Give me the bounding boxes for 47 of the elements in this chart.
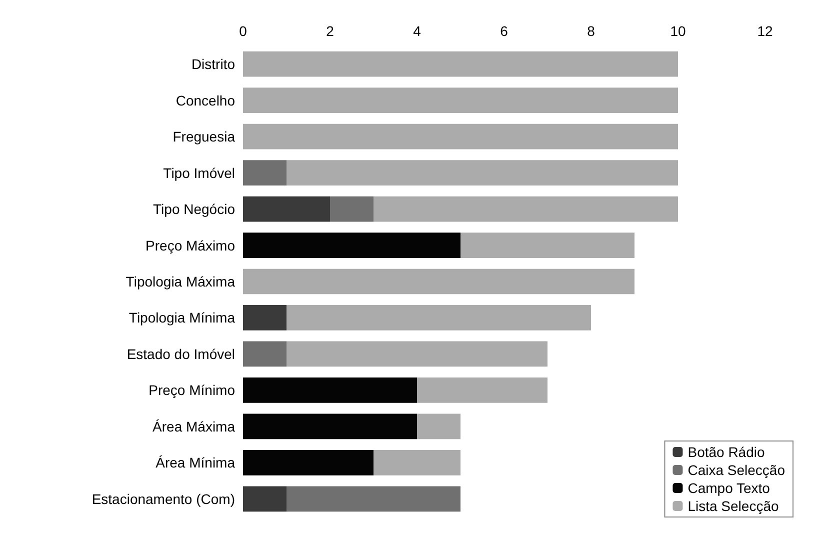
x-tick-label: 8 [587,23,596,39]
bar [243,305,286,330]
legend-label: Campo Texto [688,480,770,496]
bar [286,486,460,512]
bar [417,378,548,403]
y-tick-label: Tipo Imóvel [163,164,235,181]
y-tick-label: Estacionamento (Com) [92,490,235,507]
bar [374,196,678,222]
y-tick-label: Distrito [191,56,236,72]
bar [243,450,374,476]
y-tick-label: Preço Mínimo [148,382,236,398]
bar [243,232,460,258]
x-tick-label: 2 [326,23,334,39]
legend-label: Caixa Selecção [688,462,786,478]
bar [374,450,460,476]
y-tick-label: Estado do Imóvel [126,346,235,362]
legend-label: Lista Selecção [688,498,779,514]
bar [243,51,678,77]
bar [243,341,286,367]
bar [243,486,286,512]
y-tick-label: Concelho [176,92,236,108]
bar [243,88,678,114]
bar [460,232,634,258]
bar [286,341,548,367]
bar [417,414,460,440]
y-tick-label: Área Máxima [152,418,236,434]
x-tick-label: 0 [239,23,248,39]
bar [286,160,678,186]
y-tick-label: Área Mínima [156,454,236,471]
bar [286,305,591,330]
bar [243,414,417,440]
bar [243,160,286,186]
x-tick-label: 10 [670,23,686,39]
y-tick-label: Preço Máximo [146,237,236,254]
x-tick-label: 4 [413,23,422,39]
legend-label: Botão Rádio [688,444,765,460]
bar [243,378,417,403]
y-tick-label: Tipologia Máxima [126,274,236,290]
x-tick-label: 6 [500,23,508,39]
y-tick-label: Tipo Negócio [153,201,236,218]
x-tick-label: 12 [757,23,773,39]
bar [243,268,634,294]
y-tick-label: Tipologia Mínima [128,310,236,326]
bar [243,124,678,150]
y-tick-label: Freguesia [172,128,236,145]
bar [243,196,330,222]
bar [330,196,374,222]
